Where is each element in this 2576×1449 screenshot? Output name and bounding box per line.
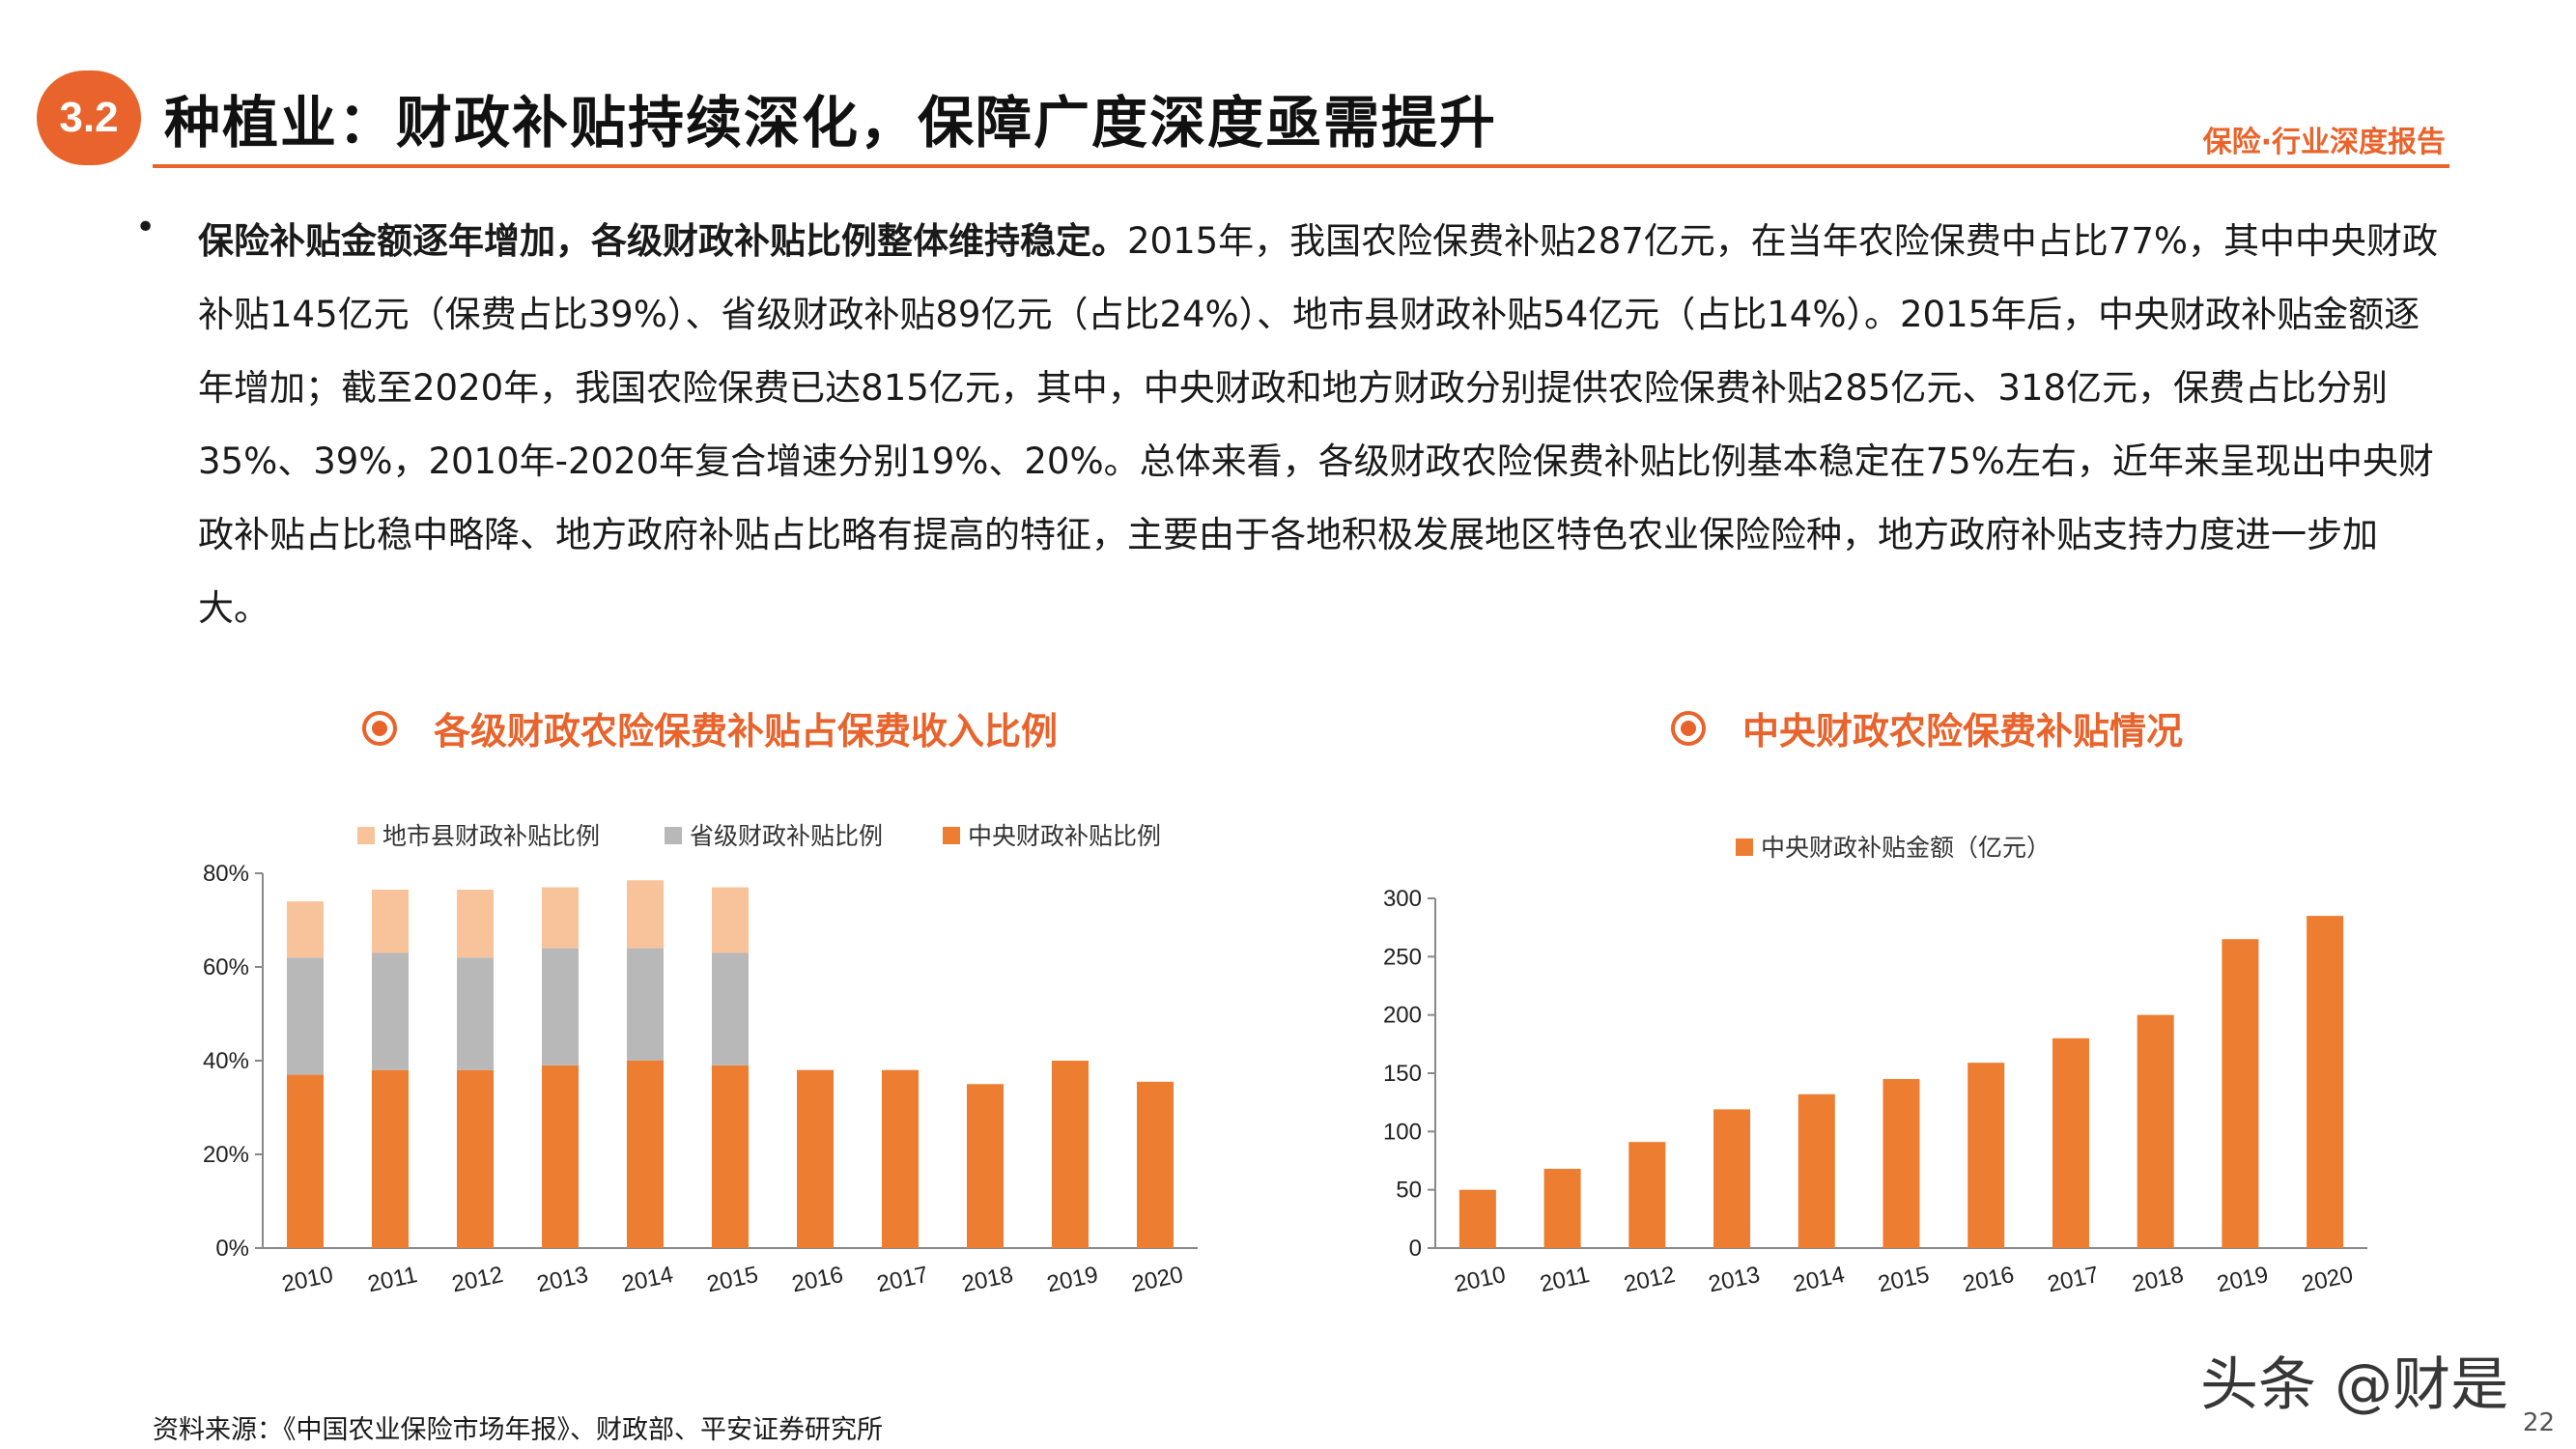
- bar-2011: [1543, 1168, 1581, 1248]
- bar-2020: [1137, 1081, 1174, 1248]
- y-tick-label: 20%: [203, 1142, 249, 1168]
- x-tick-label: 2016: [1961, 1262, 2017, 1298]
- x-tick-label: 2015: [1876, 1262, 1932, 1298]
- y-tick-label: 150: [1383, 1061, 1422, 1087]
- right-chart-title: 中央财政农险保费补贴情况: [1671, 701, 2183, 754]
- header-divider: [153, 164, 2449, 168]
- bar-2010: [287, 1074, 324, 1248]
- bar-2018: [967, 1084, 1004, 1248]
- y-tick-label: 50: [1396, 1178, 1422, 1204]
- watermark: 头条 @财是: [2200, 1351, 2509, 1419]
- y-tick-label: 200: [1383, 1003, 1422, 1029]
- bar-2012: [1628, 1142, 1666, 1248]
- x-tick-label: 2012: [1622, 1262, 1678, 1298]
- bar-2013: [542, 887, 579, 949]
- y-tick-label: 40%: [203, 1048, 249, 1074]
- bar-2020: [2307, 916, 2344, 1248]
- summary-text: 2015年，我国农险保费补贴287亿元，在当年农险保费中占比77%，其中中央财政…: [198, 220, 2439, 629]
- legend-label: 中央财政补贴金额（亿元）: [1761, 834, 2051, 862]
- bar-2012: [457, 957, 494, 1070]
- report-tag: 保险·行业深度报告: [2202, 126, 2446, 159]
- summary-paragraph: 保险补贴金额逐年增加，各级财政补贴比例整体维持稳定。2015年，我国农险保费补贴…: [198, 205, 2449, 645]
- x-tick-label: 2017: [2045, 1262, 2101, 1298]
- y-tick-label: 250: [1383, 944, 1422, 970]
- legend-label: 地市县财政补贴比例: [382, 822, 600, 850]
- bar-2010: [287, 957, 324, 1075]
- source-note: 资料来源：《中国农业保险市场年报》、财政部、平安证券研究所: [153, 1415, 883, 1445]
- section-number: 3.2: [59, 94, 119, 141]
- x-tick-label: 2014: [1791, 1262, 1847, 1298]
- y-tick-label: 60%: [203, 954, 249, 980]
- bar-2015: [712, 1065, 749, 1248]
- legend-swatch: [943, 827, 960, 844]
- section-number-badge: 3.2: [37, 71, 141, 165]
- bar-2011: [372, 952, 409, 1070]
- bar-2013: [542, 948, 579, 1065]
- left-chart-title-text: 各级财政农险保费补贴占保费收入比例: [434, 710, 1059, 753]
- x-tick-label: 2011: [1538, 1262, 1592, 1297]
- bar-2014: [627, 880, 664, 949]
- bar-2011: [372, 889, 409, 953]
- bar-2010: [1458, 1189, 1496, 1248]
- bar-2017: [2052, 1037, 2089, 1248]
- target-icon: [362, 710, 397, 746]
- bar-2014: [627, 1061, 664, 1248]
- page-number: 22: [2522, 1408, 2555, 1437]
- x-tick-label: 2013: [1707, 1262, 1763, 1298]
- y-tick-label: 300: [1383, 886, 1422, 912]
- bar-2010: [287, 901, 324, 958]
- bar-2019: [2222, 939, 2259, 1248]
- y-tick-label: 80%: [203, 861, 249, 887]
- bar-2018: [2137, 1014, 2174, 1248]
- legend-label: 省级财政补贴比例: [690, 822, 883, 850]
- bar-2017: [882, 1069, 919, 1248]
- bar-2012: [457, 889, 494, 958]
- bar-2013: [542, 1065, 579, 1248]
- bar-2013: [1713, 1109, 1751, 1248]
- y-tick-label: 100: [1383, 1119, 1422, 1145]
- bar-2012: [457, 1069, 494, 1248]
- y-tick-label: 0%: [215, 1236, 249, 1262]
- bar-2016: [1967, 1063, 2005, 1248]
- right-chart-title-text: 中央财政农险保费补贴情况: [1742, 710, 2184, 753]
- bar-2014: [627, 948, 664, 1061]
- x-tick-label: 2018: [2130, 1262, 2186, 1298]
- bar-2019: [1052, 1061, 1089, 1248]
- y-tick-label: 0: [1409, 1236, 1422, 1262]
- bullet-marker: •: [135, 208, 156, 247]
- bar-2014: [1798, 1094, 1835, 1248]
- left-chart-title: 各级财政农险保费补贴占保费收入比例: [362, 701, 1058, 754]
- legend-swatch: [665, 827, 682, 844]
- x-tick-label: 2019: [2215, 1262, 2271, 1298]
- page-title: 种植业：财政补贴持续深化，保障广度深度亟需提升: [164, 90, 1498, 156]
- target-icon: [1671, 710, 1706, 746]
- bar-2016: [797, 1069, 834, 1248]
- bar-2011: [372, 1069, 409, 1248]
- legend-swatch: [1736, 838, 1753, 856]
- legend-swatch: [357, 827, 375, 844]
- legend-label: 中央财政补贴比例: [968, 822, 1161, 850]
- bar-2015: [712, 887, 749, 953]
- x-tick-label: 2010: [1452, 1262, 1508, 1298]
- x-tick-label: 2020: [2300, 1262, 2356, 1298]
- bar-2015: [1882, 1079, 1920, 1248]
- summary-lead: 保险补贴金额逐年增加，各级财政补贴比例整体维持稳定。: [198, 220, 1127, 262]
- bar-2015: [712, 952, 749, 1065]
